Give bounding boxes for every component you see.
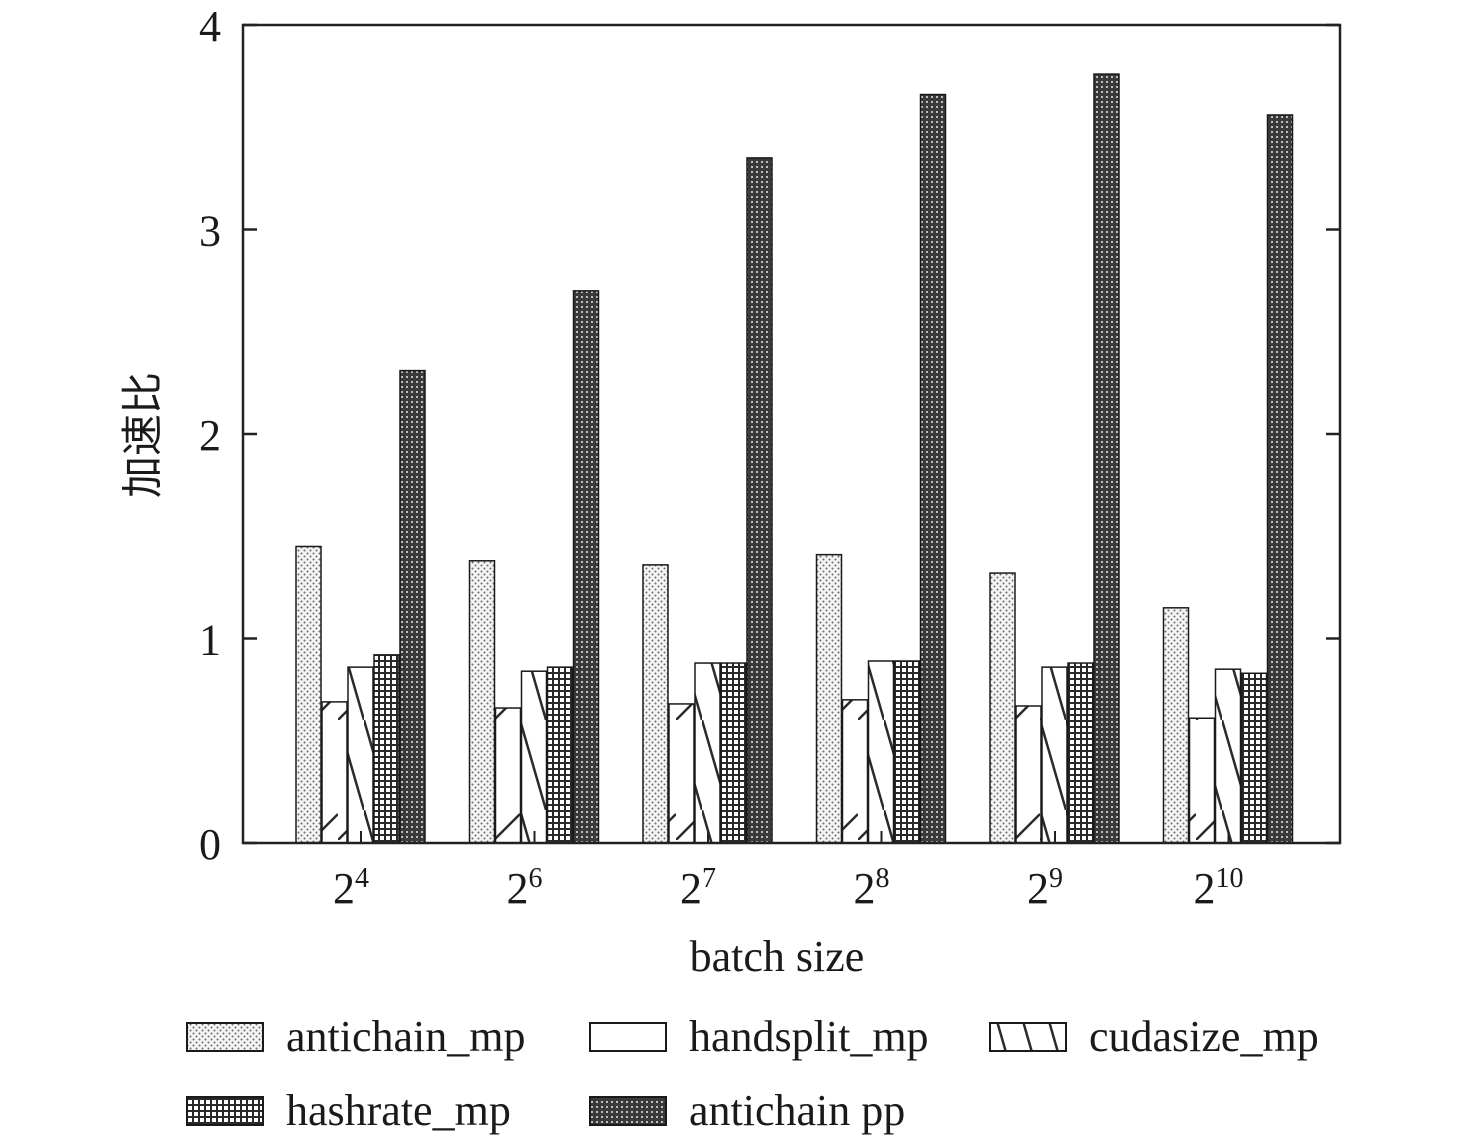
- bar-handsplit-mp-0: [321, 701, 348, 844]
- bar-antichain-mp-3: [815, 553, 843, 844]
- bar-antichain-pp-4: [1093, 73, 1120, 844]
- bar-cudasize-mp-4: [1041, 666, 1068, 844]
- legend-swatch: [186, 1022, 264, 1052]
- x-tick-label: 210: [1194, 863, 1244, 913]
- bars-layer: [295, 73, 1294, 844]
- bar-cudasize-mp-1: [520, 670, 548, 844]
- bar-antichain-mp-0: [295, 545, 322, 844]
- bar-antichain-mp-4: [989, 572, 1016, 844]
- legend-label: hashrate_mp: [286, 1086, 511, 1135]
- bar-antichain-pp-1: [572, 290, 600, 844]
- legend-label: antichain pp: [689, 1086, 905, 1135]
- bar-handsplit-mp-4: [1015, 705, 1042, 844]
- y-tick-label: 4: [199, 2, 221, 51]
- bar-hashrate-mp-0: [373, 654, 400, 844]
- bar-antichain-mp-2: [642, 564, 669, 844]
- x-tick-label: 26: [507, 863, 543, 913]
- y-tick-label: 1: [199, 616, 221, 665]
- legend-swatch: [589, 1096, 667, 1126]
- x-tick-label: 29: [1027, 863, 1063, 913]
- bar-antichain-mp-5: [1162, 607, 1190, 844]
- bar-cudasize-mp-0: [347, 666, 374, 844]
- bar-hashrate-mp-5: [1240, 672, 1268, 844]
- bar-handsplit-mp-5: [1188, 717, 1216, 844]
- bar-handsplit-mp-1: [494, 707, 522, 844]
- y-axis: 0 1 2 3 4: [199, 2, 1340, 869]
- y-tick-label: 2: [199, 411, 221, 460]
- legend-label: handsplit_mp: [689, 1012, 929, 1061]
- bar-antichain-pp-0: [399, 369, 426, 844]
- bar-antichain-pp-3: [919, 93, 947, 844]
- bar-hashrate-mp-2: [720, 662, 747, 844]
- bar-hashrate-mp-3: [893, 660, 921, 844]
- bar-antichain-pp-2: [746, 157, 773, 844]
- y-tick-label: 0: [199, 820, 221, 869]
- bar-antichain-pp-5: [1266, 114, 1294, 844]
- bar-cudasize-mp-5: [1214, 668, 1242, 844]
- x-tick-label: 27: [680, 863, 716, 913]
- legend-label: antichain_mp: [286, 1012, 526, 1061]
- bar-cudasize-mp-2: [694, 662, 721, 844]
- legend-swatch: [186, 1096, 264, 1126]
- bar-handsplit-mp-2: [668, 703, 695, 844]
- x-tick-label: 24: [333, 863, 369, 913]
- x-axis: 24 26 27 28 29 210: [333, 831, 1244, 913]
- x-axis-title: batch size: [690, 932, 865, 981]
- legend-swatch: [589, 1022, 667, 1052]
- bar-hashrate-mp-1: [546, 666, 574, 844]
- legend-swatch: [989, 1022, 1067, 1052]
- legend: antichain_mp handsplit_mp cudasize_mphashr…: [186, 1012, 1319, 1135]
- y-tick-label: 3: [199, 207, 221, 256]
- bar-hashrate-mp-4: [1067, 662, 1094, 844]
- bar-cudasize-mp-3: [867, 660, 895, 844]
- legend-label: cudasize_mp: [1089, 1012, 1319, 1061]
- y-axis-title: 加速比: [118, 372, 167, 498]
- x-tick-label: 28: [854, 863, 890, 913]
- bar-handsplit-mp-3: [841, 699, 869, 844]
- bar-antichain-mp-1: [468, 560, 496, 844]
